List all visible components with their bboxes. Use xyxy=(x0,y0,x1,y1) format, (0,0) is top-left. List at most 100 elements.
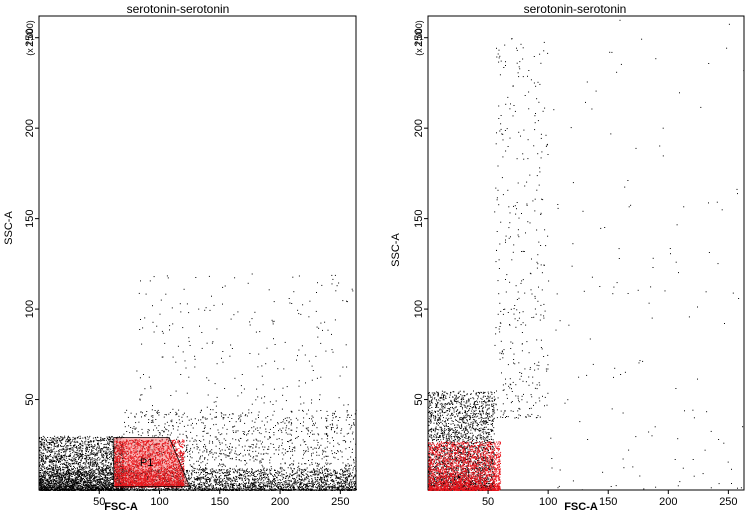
scatter-point xyxy=(107,477,109,479)
scatter-point xyxy=(85,440,87,442)
scatter-point xyxy=(308,481,310,483)
scatter-point xyxy=(185,473,187,475)
scatter-point xyxy=(314,477,316,478)
scatter-point xyxy=(313,468,314,470)
scatter-point xyxy=(180,483,182,485)
scatter-point xyxy=(54,465,56,467)
scatter-point xyxy=(165,489,167,491)
scatter-point xyxy=(77,470,79,472)
scatter-point xyxy=(71,485,73,487)
scatter-point xyxy=(305,470,307,471)
scatter-point xyxy=(313,474,315,476)
scatter-point xyxy=(345,468,347,470)
scatter-point xyxy=(55,460,57,462)
scatter-point xyxy=(97,481,99,483)
scatter-point xyxy=(232,477,234,479)
scatter-point xyxy=(66,463,68,465)
scatter-point xyxy=(70,490,72,491)
scatter-point xyxy=(67,489,69,491)
scatter-point xyxy=(308,482,310,484)
scatter-point xyxy=(344,477,346,479)
scatter-point xyxy=(67,438,68,440)
scatter-point xyxy=(80,480,82,482)
scatter-point xyxy=(328,488,330,489)
scatter-point xyxy=(74,463,76,465)
scatter-point xyxy=(109,459,111,461)
scatter-point xyxy=(195,485,197,487)
scatter-point xyxy=(116,487,118,489)
scatter-point xyxy=(71,488,73,489)
scatter-point xyxy=(45,440,47,442)
scatter-point xyxy=(277,474,279,476)
scatter-point xyxy=(300,486,302,488)
scatter-point xyxy=(105,457,107,459)
scatter-point xyxy=(322,479,324,481)
scatter-point xyxy=(103,469,104,471)
scatter-point xyxy=(67,467,69,469)
scatter-point xyxy=(80,456,82,458)
scatter-point xyxy=(60,445,62,447)
scatter-point xyxy=(59,466,61,468)
scatter-point xyxy=(303,485,304,487)
scatter-point xyxy=(321,490,323,491)
scatter-point xyxy=(188,477,190,479)
scatter-point xyxy=(80,479,82,481)
scatter-point xyxy=(98,470,100,472)
scatter-point xyxy=(96,454,98,456)
scatter-point xyxy=(58,476,60,478)
scatter-point xyxy=(311,482,313,484)
scatter-point xyxy=(50,483,52,485)
scatter-point xyxy=(101,471,103,473)
scatter-point xyxy=(207,484,209,486)
scatter-point xyxy=(43,479,45,481)
scatter-point xyxy=(41,447,42,449)
scatter-point xyxy=(194,478,196,480)
scatter-point xyxy=(108,477,110,479)
scatter-point xyxy=(340,474,342,476)
scatter-point xyxy=(158,470,160,472)
scatter-point xyxy=(214,487,216,489)
scatter-point xyxy=(79,475,81,477)
scatter-point xyxy=(207,472,208,473)
scatter-point xyxy=(68,486,70,488)
scatter-point xyxy=(296,482,298,484)
scatter-point xyxy=(276,487,278,489)
scatter-point xyxy=(355,482,357,484)
scatter-point xyxy=(294,489,296,491)
scatter-point xyxy=(259,482,261,484)
scatter-point xyxy=(62,439,64,441)
scatter-point xyxy=(86,436,88,438)
scatter-point xyxy=(137,490,139,491)
scatter-point xyxy=(345,482,347,484)
scatter-point xyxy=(198,487,200,489)
scatter-point xyxy=(288,485,289,487)
scatter-point xyxy=(338,477,340,479)
scatter-point xyxy=(93,480,95,482)
scatter-point xyxy=(112,488,114,490)
scatter-point xyxy=(336,483,338,485)
scatter-point xyxy=(48,468,50,469)
scatter-point xyxy=(67,468,68,470)
scatter-point xyxy=(146,488,148,490)
scatter-point xyxy=(255,487,257,489)
scatter-point xyxy=(68,475,70,477)
scatter-point xyxy=(239,468,241,470)
scatter-point xyxy=(187,472,189,474)
scatter-point xyxy=(47,489,49,491)
scatter-point xyxy=(98,486,100,488)
scatter-point xyxy=(57,470,59,472)
scatter-point xyxy=(43,471,45,473)
scatter-point xyxy=(40,476,42,478)
scatter-point xyxy=(260,487,262,489)
scatter-point xyxy=(163,488,165,490)
scatter-point xyxy=(279,488,281,490)
scatter-point xyxy=(85,452,87,454)
scatter-point xyxy=(56,450,58,452)
scatter-point xyxy=(88,485,90,487)
scatter-point xyxy=(155,470,157,472)
scatter-point xyxy=(65,481,67,483)
scatter-point xyxy=(55,477,57,479)
scatter-point xyxy=(74,483,76,485)
scatter-point xyxy=(271,468,273,470)
scatter-point xyxy=(217,489,219,490)
